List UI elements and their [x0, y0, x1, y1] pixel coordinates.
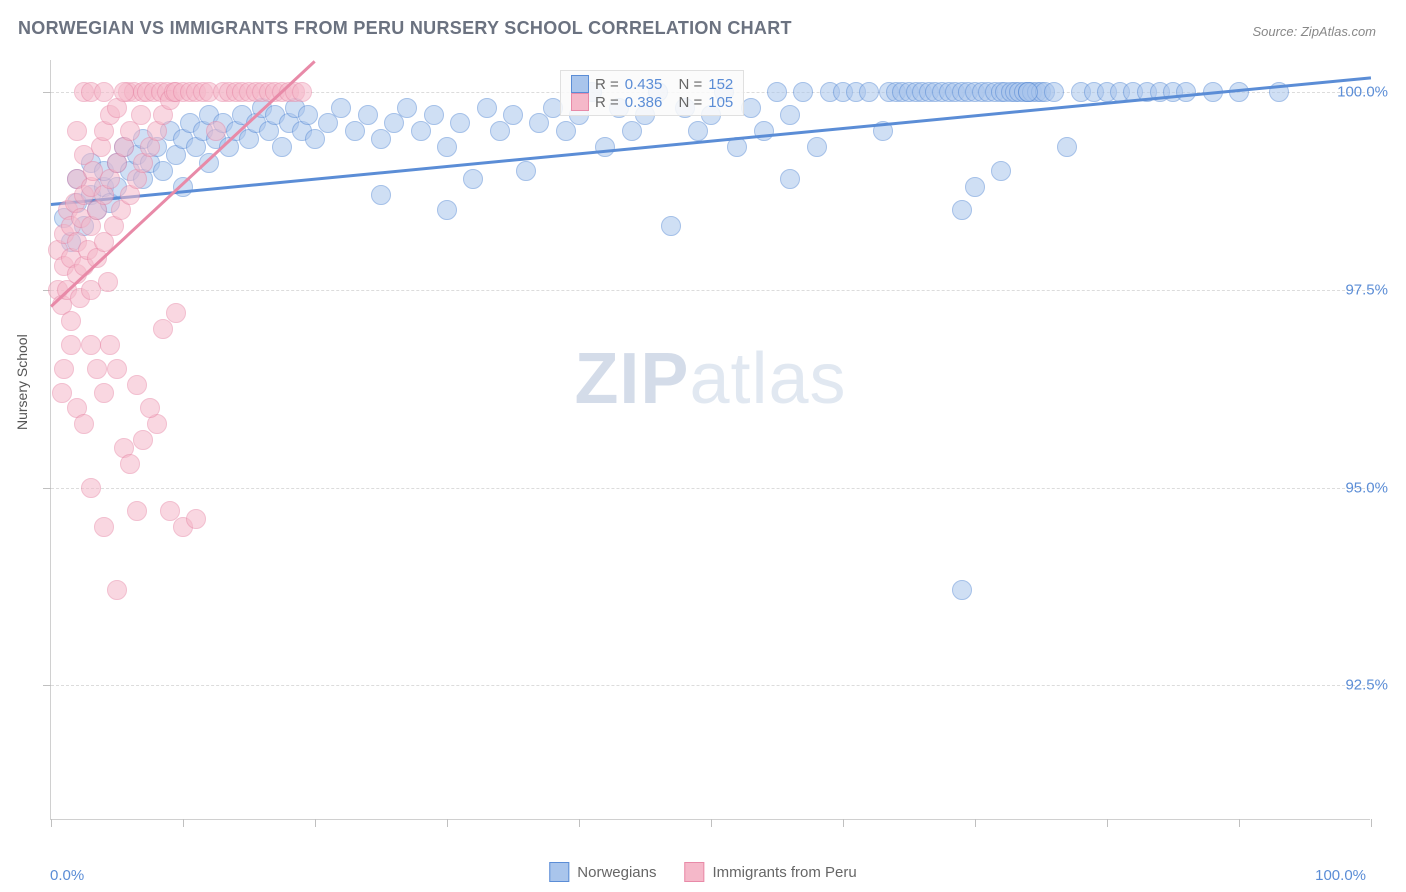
data-point	[661, 216, 681, 236]
data-point	[793, 82, 813, 102]
data-point	[477, 98, 497, 118]
y-tick-label: 92.5%	[1345, 677, 1388, 694]
data-point	[516, 161, 536, 181]
data-point	[595, 137, 615, 157]
data-point	[529, 113, 549, 133]
data-point	[100, 335, 120, 355]
data-point	[859, 82, 879, 102]
chart-plot-area: ZIPatlas	[50, 60, 1370, 820]
data-point	[305, 129, 325, 149]
legend-item-peru: Immigrants from Peru	[685, 862, 857, 882]
source-label: Source: ZipAtlas.com	[1252, 24, 1376, 39]
gridline-h	[51, 685, 1370, 686]
data-point	[437, 137, 457, 157]
chart-title: NORWEGIAN VS IMMIGRANTS FROM PERU NURSER…	[18, 18, 792, 39]
data-point	[991, 161, 1011, 181]
data-point	[1018, 82, 1038, 102]
data-point	[965, 177, 985, 197]
gridline-h	[51, 290, 1370, 291]
data-point	[767, 82, 787, 102]
data-point	[114, 82, 134, 102]
data-point	[688, 121, 708, 141]
data-point	[952, 580, 972, 600]
data-point	[153, 161, 173, 181]
data-point	[490, 121, 510, 141]
data-point	[780, 105, 800, 125]
x-axis-min-label: 0.0%	[50, 867, 84, 884]
y-tick-label: 97.5%	[1345, 281, 1388, 298]
data-point	[450, 113, 470, 133]
data-point	[127, 375, 147, 395]
data-point	[61, 311, 81, 331]
data-point	[107, 359, 127, 379]
data-point	[127, 501, 147, 521]
swatch-norwegians	[571, 75, 589, 93]
data-point	[153, 319, 173, 339]
stats-row-peru: R =0.386 N =105	[571, 93, 733, 111]
data-point	[318, 113, 338, 133]
data-point	[371, 185, 391, 205]
data-point	[94, 383, 114, 403]
data-point	[411, 121, 431, 141]
legend-swatch-norwegians	[549, 862, 569, 882]
data-point	[166, 303, 186, 323]
y-tick-label: 100.0%	[1337, 83, 1388, 100]
data-point	[1044, 82, 1064, 102]
watermark: ZIPatlas	[574, 338, 846, 420]
data-point	[1176, 82, 1196, 102]
swatch-peru	[571, 93, 589, 111]
data-point	[94, 517, 114, 537]
stats-legend: R =0.435 N =152 R =0.386 N =105	[560, 70, 744, 116]
data-point	[131, 105, 151, 125]
gridline-h	[51, 488, 1370, 489]
data-point	[807, 137, 827, 157]
data-point	[292, 82, 312, 102]
data-point	[107, 580, 127, 600]
stats-row-norwegians: R =0.435 N =152	[571, 75, 733, 93]
x-axis-max-label: 100.0%	[1315, 867, 1366, 884]
data-point	[140, 398, 160, 418]
data-point	[622, 121, 642, 141]
data-point	[503, 105, 523, 125]
data-point	[384, 113, 404, 133]
data-point	[52, 383, 72, 403]
legend-swatch-peru	[685, 862, 705, 882]
data-point	[133, 430, 153, 450]
data-point	[463, 169, 483, 189]
data-point	[397, 98, 417, 118]
data-point	[371, 129, 391, 149]
y-tick-label: 95.0%	[1345, 479, 1388, 496]
data-point	[120, 454, 140, 474]
data-point	[81, 478, 101, 498]
data-point	[81, 335, 101, 355]
data-point	[952, 200, 972, 220]
data-point	[345, 121, 365, 141]
data-point	[186, 509, 206, 529]
data-point	[61, 335, 81, 355]
y-axis-label: Nursery School	[14, 334, 30, 430]
data-point	[1057, 137, 1077, 157]
legend-item-norwegians: Norwegians	[549, 862, 656, 882]
data-point	[437, 200, 457, 220]
data-point	[87, 359, 107, 379]
data-point	[780, 169, 800, 189]
data-point	[331, 98, 351, 118]
data-point	[206, 121, 226, 141]
data-point	[94, 82, 114, 102]
data-point	[67, 121, 87, 141]
data-point	[74, 414, 94, 434]
data-point	[272, 137, 292, 157]
series-legend: Norwegians Immigrants from Peru	[549, 862, 856, 882]
data-point	[358, 105, 378, 125]
data-point	[556, 121, 576, 141]
data-point	[424, 105, 444, 125]
data-point	[98, 272, 118, 292]
data-point	[298, 105, 318, 125]
data-point	[54, 359, 74, 379]
